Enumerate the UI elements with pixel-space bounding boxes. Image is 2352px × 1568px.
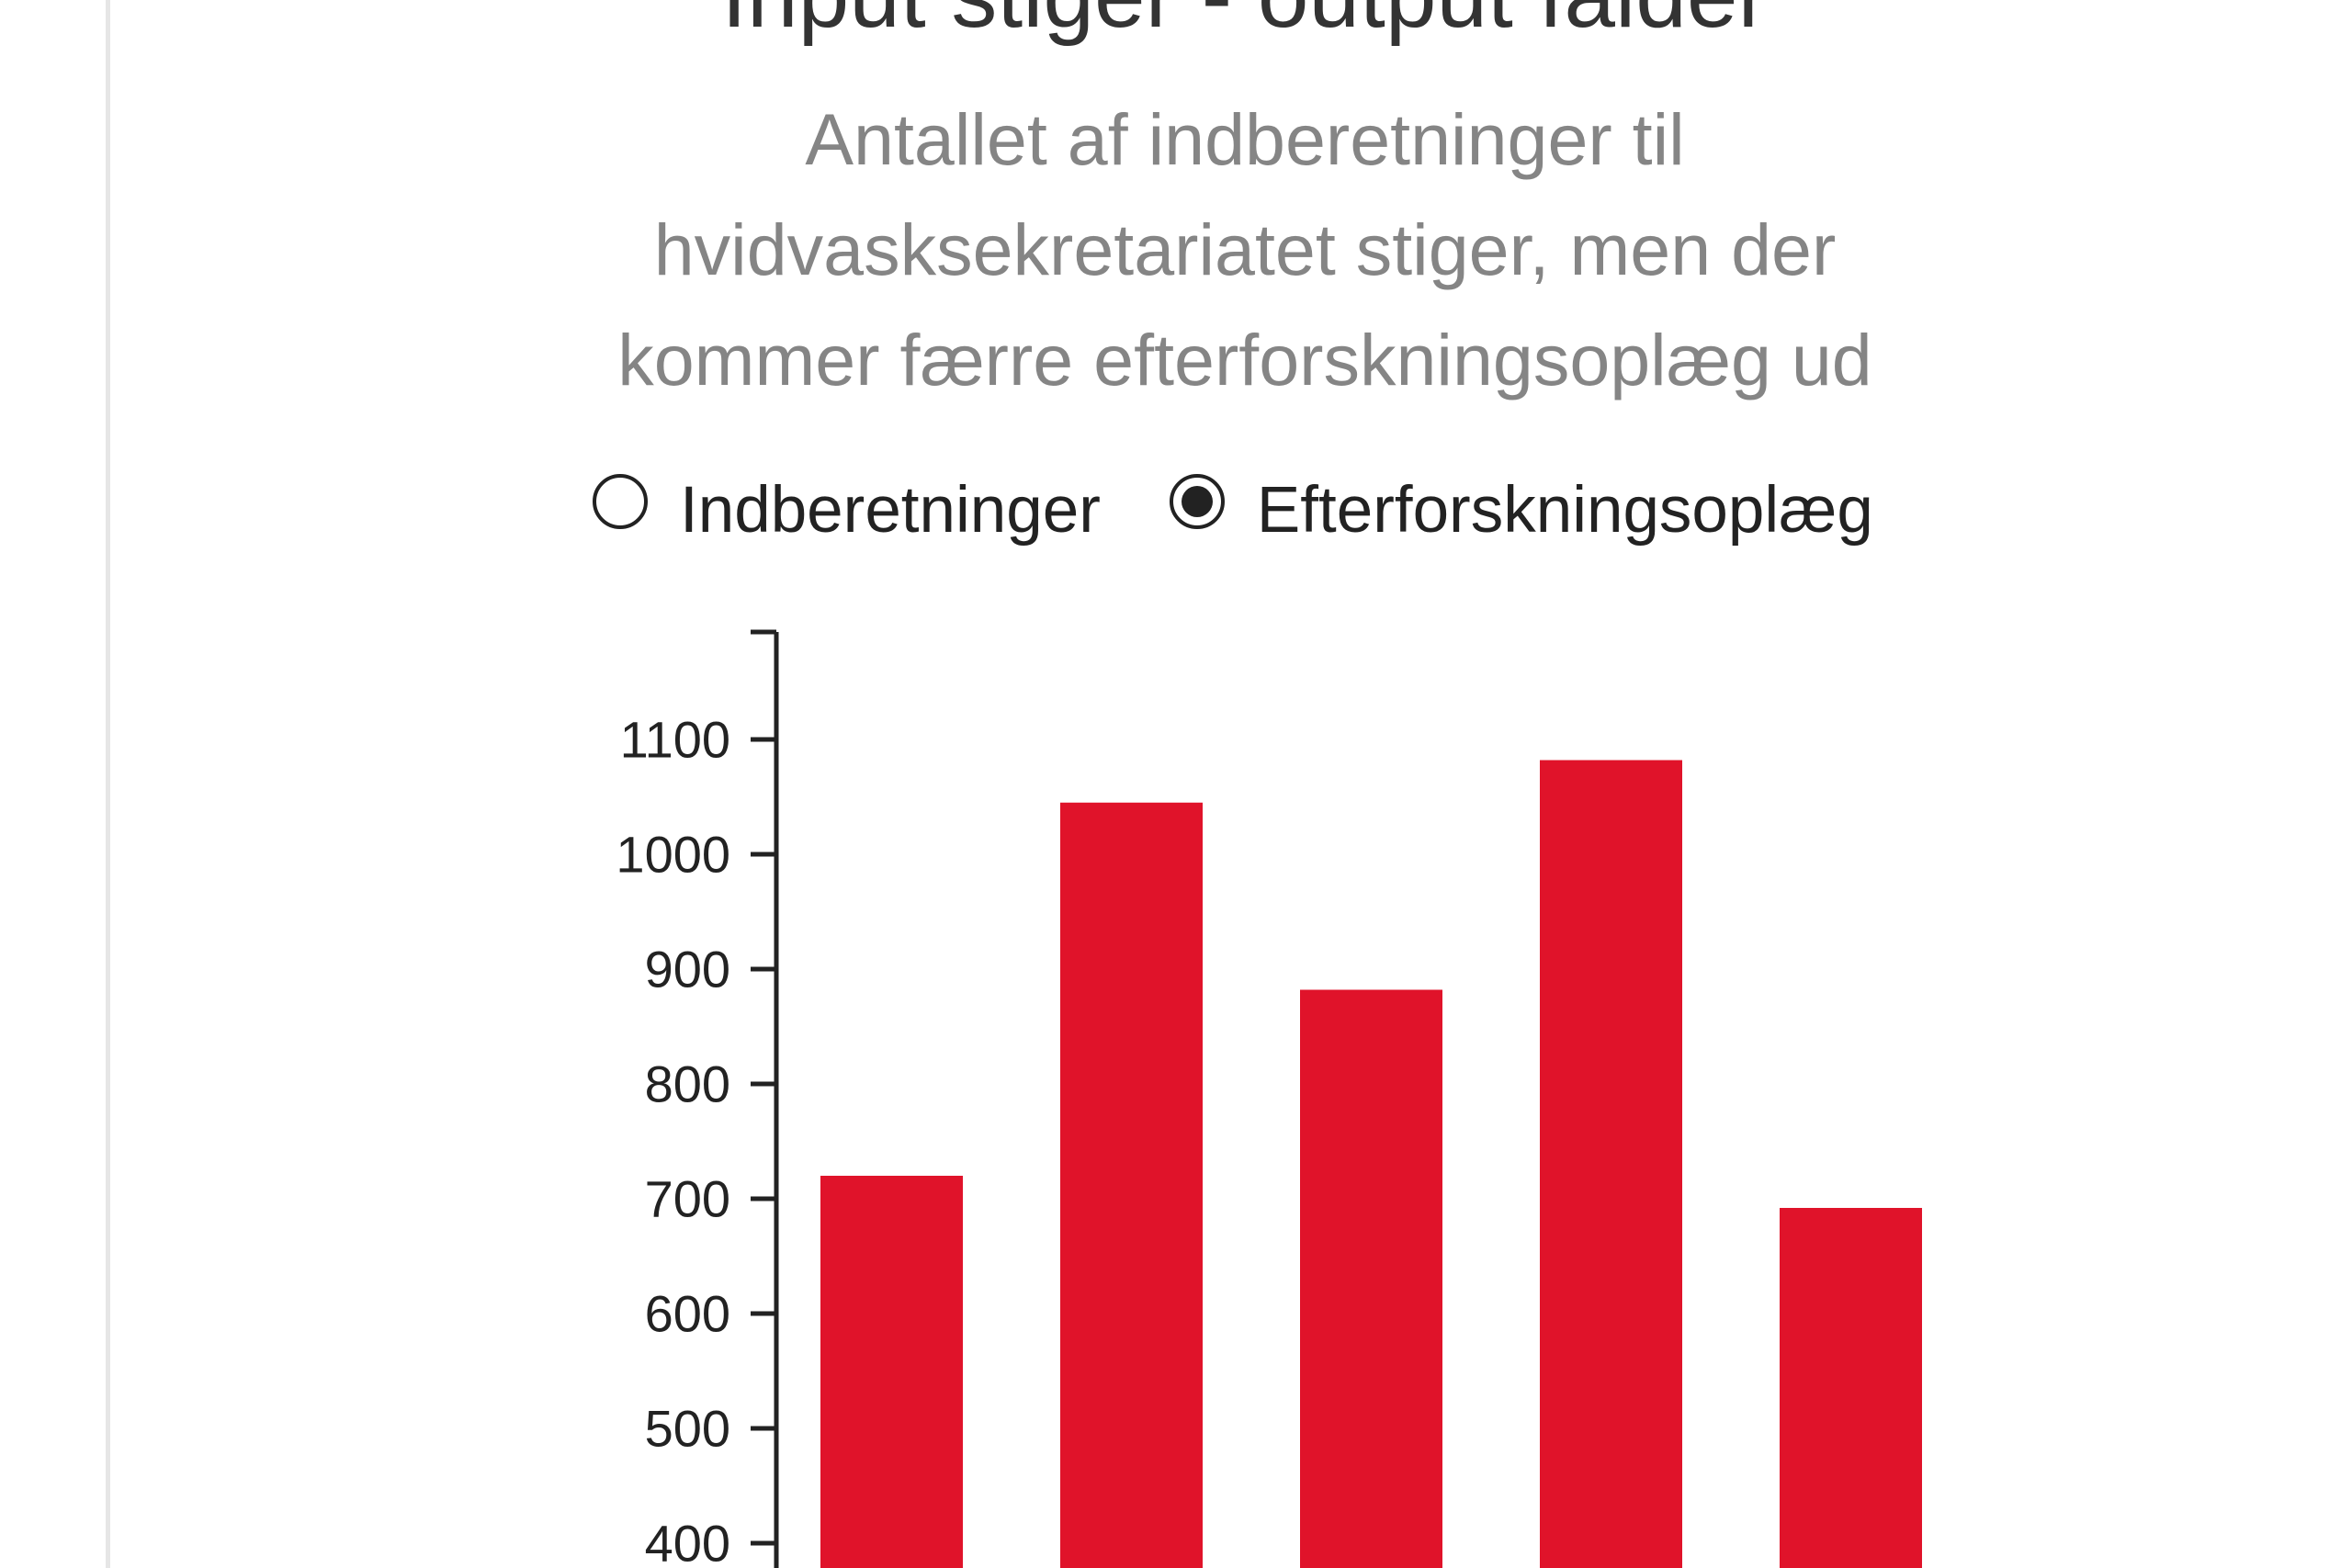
chart-subtitle: Antallet af indberetninger til hvidvasks…: [0, 85, 2352, 415]
subtitle-line-3: kommer færre efterforskningsoplæg ud: [617, 319, 1872, 400]
bar[interactable]: [1780, 1208, 1922, 1568]
subtitle-line-2: hvidvasksekretariatet stiger, men der: [653, 209, 1837, 290]
radio-option-indberetninger[interactable]: Indberetninger: [593, 473, 1101, 547]
y-tick-label: 500: [645, 1400, 730, 1458]
radio-button-indberetninger[interactable]: [593, 474, 648, 529]
y-tick-label: 900: [645, 941, 730, 998]
bar[interactable]: [1540, 760, 1682, 1568]
chart-title: Input stiger - output falder: [0, 0, 2352, 51]
radio-button-efterforskningsoplaeg[interactable]: [1169, 474, 1225, 529]
radio-selected-dot: [1181, 486, 1213, 517]
y-tick-label: 1100: [620, 711, 730, 769]
y-tick-label: 700: [645, 1170, 730, 1228]
y-tick-label: 600: [645, 1285, 730, 1343]
bar[interactable]: [820, 1176, 963, 1568]
radio-label-efterforskningsoplaeg: Efterforskningsoplæg: [1256, 473, 1873, 547]
subtitle-line-1: Antallet af indberetninger til: [805, 98, 1685, 180]
y-tick-label: 400: [645, 1515, 730, 1568]
y-tick-label: 800: [645, 1055, 730, 1113]
bar[interactable]: [1060, 802, 1203, 1568]
series-toggle: Indberetninger Efterforskningsoplæg: [593, 459, 1942, 560]
bar[interactable]: [1300, 989, 1442, 1568]
y-tick-label: 1000: [616, 826, 730, 884]
radio-option-efterforskningsoplaeg[interactable]: Efterforskningsoplæg: [1169, 473, 1873, 547]
page-border: [106, 0, 110, 1568]
radio-label-indberetninger: Indberetninger: [680, 473, 1101, 547]
